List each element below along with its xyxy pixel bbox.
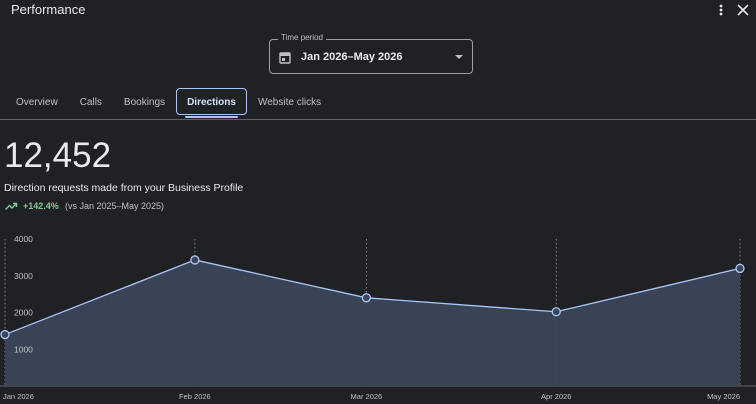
close-button[interactable]	[737, 4, 749, 16]
x-tick-label: May 2026	[707, 392, 740, 401]
data-point	[551, 307, 561, 317]
data-point	[190, 255, 200, 265]
page-title: Performance	[11, 2, 86, 17]
y-tick-label: 1000	[14, 344, 33, 354]
calendar-icon	[279, 52, 291, 64]
tab[interactable]: Directions	[176, 88, 247, 118]
time-period-label: Time period	[278, 33, 326, 42]
metric-comparison: (vs Jan 2025–May 2025)	[65, 201, 165, 211]
divider	[0, 119, 756, 120]
y-tick-label: 4000	[14, 234, 33, 244]
tab[interactable]: Website clicks	[257, 97, 322, 108]
time-period-select[interactable]: Time period Jan 2026–May 2026	[269, 33, 473, 74]
data-point	[0, 329, 10, 340]
x-tick-label: Feb 2026	[179, 392, 211, 401]
x-tick-label: Mar 2026	[351, 392, 383, 401]
y-tick-label: 3000	[14, 271, 33, 281]
metric-change: +142.4%	[23, 201, 59, 211]
data-point	[361, 293, 372, 303]
tab[interactable]: Bookings	[123, 97, 166, 108]
x-tick-label: Apr 2026	[541, 392, 571, 401]
x-tick-label: Jan 2026	[3, 392, 34, 401]
metric-description: Direction requests made from your Busine…	[4, 182, 244, 194]
trend-icon	[5, 202, 18, 210]
y-tick-label: 2000	[14, 308, 33, 318]
data-point	[735, 263, 745, 274]
tab[interactable]: Overview	[16, 97, 58, 108]
area-fill	[5, 259, 740, 386]
time-period-value: Jan 2026–May 2026	[301, 51, 403, 63]
metric-value: 12,452	[4, 136, 112, 175]
more-menu[interactable]	[715, 3, 727, 17]
tab[interactable]: Calls	[79, 97, 102, 108]
tab-bar: Overview Calls Bookings Directions Website c…	[5, 88, 332, 118]
dropdown-arrow	[455, 55, 463, 59]
